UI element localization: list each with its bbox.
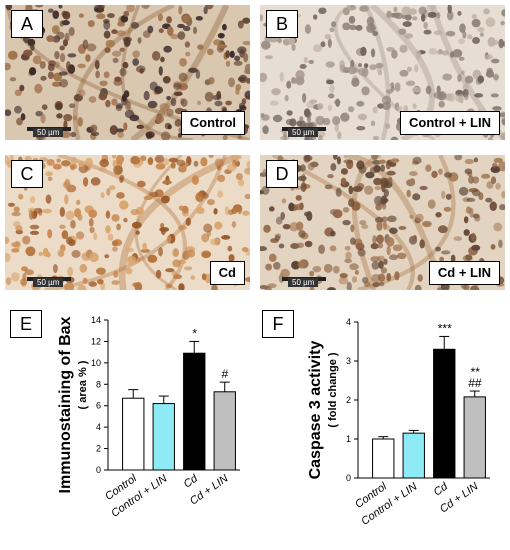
y-tick-label-f: 3 bbox=[346, 356, 351, 366]
bar-f-3 bbox=[463, 396, 486, 479]
y-tick-label-f: 2 bbox=[346, 395, 351, 405]
y-tick-label-e: 4 bbox=[96, 422, 101, 432]
y-tick-label-e: 10 bbox=[91, 358, 101, 368]
y-tick-label-e: 14 bbox=[91, 315, 101, 325]
panel-letter-b: B bbox=[266, 10, 298, 38]
y-tick-label-e: 8 bbox=[96, 379, 101, 389]
scale-bar-b: 50 µm bbox=[288, 128, 319, 137]
y-tick-label-f: 4 bbox=[346, 317, 351, 327]
micrograph-c bbox=[5, 155, 250, 290]
y-tick-label-e: 12 bbox=[91, 336, 101, 346]
sig-marker-f-3: ## bbox=[468, 376, 482, 390]
micro-panel-b: B 50 µm Control + LIN bbox=[260, 5, 505, 140]
bar-f-1 bbox=[402, 432, 425, 479]
bar-f-0 bbox=[372, 438, 395, 479]
chart-letter-e: E bbox=[10, 310, 42, 338]
scale-bar-a: 50 µm bbox=[33, 128, 64, 137]
sig-marker-e-3: # bbox=[221, 367, 228, 381]
panel-letter-c: C bbox=[11, 160, 43, 188]
sig-marker-f-3: ** bbox=[470, 365, 480, 379]
bar-f-2 bbox=[433, 348, 456, 479]
condition-label-c: Cd bbox=[209, 261, 245, 285]
y-axis-sublabel-f: ( fold change ) bbox=[327, 352, 339, 428]
sig-marker-f-2: *** bbox=[437, 321, 451, 335]
y-tick-label-e: 0 bbox=[96, 465, 101, 475]
panel-letter-a: A bbox=[11, 10, 43, 38]
x-tick-label-f-2: Cd bbox=[432, 480, 451, 498]
scale-bar-c: 50 µm bbox=[33, 278, 64, 287]
micro-panel-c: C 50 µm Cd bbox=[5, 155, 250, 290]
condition-label-a: Control bbox=[180, 111, 245, 135]
panel-letter-d: D bbox=[266, 160, 298, 188]
y-tick-label-e: 2 bbox=[96, 444, 101, 454]
micro-panel-a: A 50 µm Control bbox=[5, 5, 250, 140]
chart-letter-f: F bbox=[262, 310, 294, 338]
micro-panel-d: D 50 µm Cd + LIN bbox=[260, 155, 505, 290]
condition-label-b: Control + LIN bbox=[400, 111, 500, 135]
y-axis-label-f: Caspase 3 activity bbox=[307, 341, 324, 480]
sig-marker-e-2: * bbox=[192, 326, 197, 340]
y-tick-label-f: 1 bbox=[346, 434, 351, 444]
y-tick-label-e: 6 bbox=[96, 401, 101, 411]
micrograph-b bbox=[260, 5, 505, 140]
scale-bar-d: 50 µm bbox=[288, 278, 319, 287]
y-axis-sublabel-e: ( area % ) bbox=[77, 360, 89, 409]
y-tick-label-f: 0 bbox=[346, 473, 351, 483]
y-axis-label-e: Immunostaining of Bax bbox=[57, 316, 74, 493]
condition-label-d: Cd + LIN bbox=[428, 261, 500, 285]
